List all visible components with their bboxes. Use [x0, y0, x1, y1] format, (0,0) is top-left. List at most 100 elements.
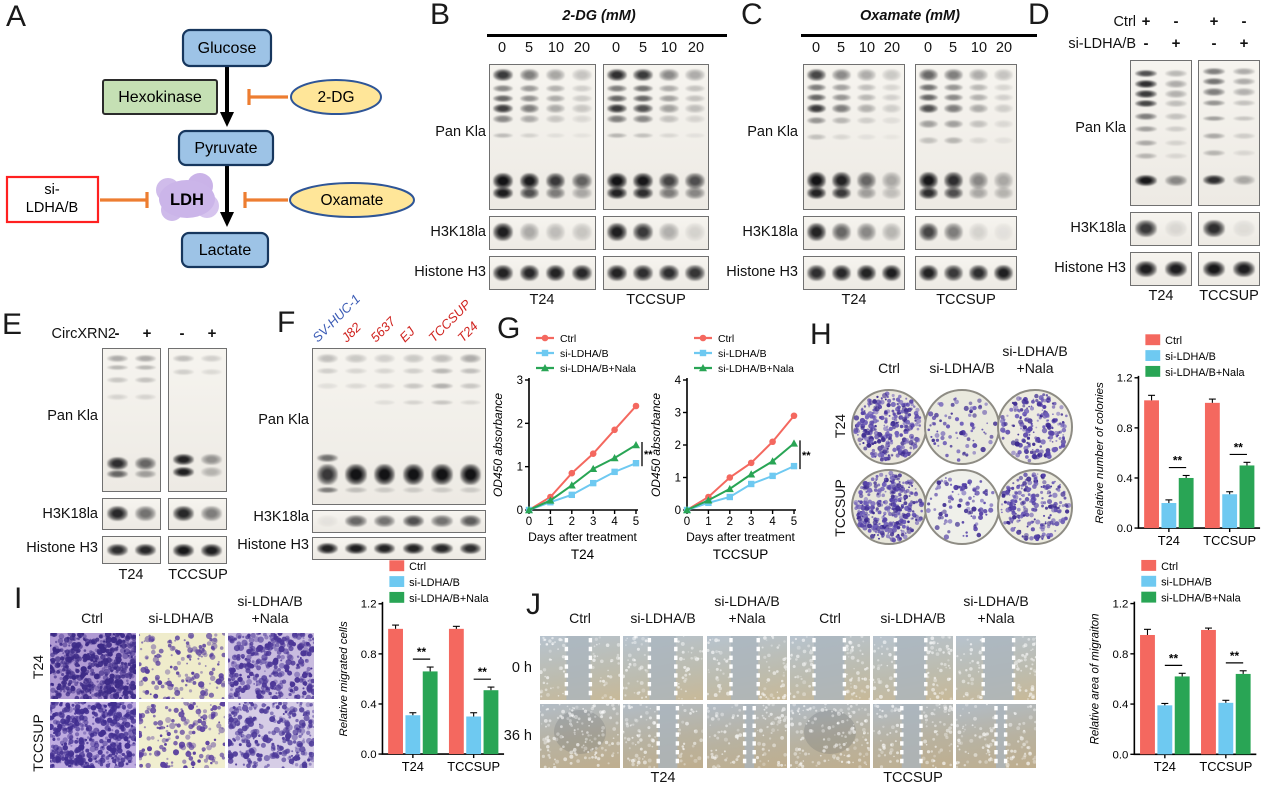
- panel-b-letter: B: [430, 0, 451, 31]
- blot-h3k18la-t24: [102, 498, 161, 530]
- si-ldhab-row-label: si-LDHA/B: [1068, 36, 1136, 52]
- svg-text:TCCSUP: TCCSUP: [713, 547, 769, 562]
- svg-text:0: 0: [675, 505, 681, 517]
- sign: +: [1239, 35, 1249, 52]
- pan-kla-label: Pan Kla: [47, 408, 98, 424]
- blot-pan-kla-t24: [489, 64, 596, 210]
- column-header-si-nala-line2: +Nala: [728, 610, 766, 626]
- dose-label: 10: [547, 40, 565, 56]
- colony-plate-t24-nala: [997, 389, 1073, 465]
- blot-histone-h3-tccsup: [603, 256, 709, 290]
- blot-histone-h3-t24: [489, 256, 596, 290]
- colony-plate-t24-si: [924, 389, 1000, 465]
- timepoint-0h: 0 h: [511, 660, 532, 676]
- h3k18la-label: H3K18la: [253, 509, 309, 525]
- svg-text:0.4: 0.4: [1117, 473, 1133, 485]
- svg-text:0.0: 0.0: [361, 749, 377, 761]
- dose-label: 20: [687, 40, 705, 56]
- si-ldhab-label-line2: LDHA/B: [26, 200, 78, 216]
- cell-line-label: TCCSUP: [1199, 288, 1259, 304]
- panel-a-pathway-diagram: Glucose Hexokinase 2-DG Pyruvate si- LDH…: [5, 28, 415, 269]
- row-label-tccsup: TCCSUP: [832, 479, 848, 537]
- lactate-label: Lactate: [199, 242, 252, 259]
- wound-0h-tccsup-ctrl: [790, 636, 870, 700]
- dose-label: 0: [811, 40, 821, 56]
- svg-text:5: 5: [633, 516, 639, 528]
- wound-0h-tccsup-si: [873, 636, 953, 700]
- dose-label: 0: [497, 40, 507, 56]
- svg-text:TCCSUP: TCCSUP: [1203, 533, 1256, 548]
- column-header-si-nala-line2: +Nala: [977, 610, 1015, 626]
- sign: +: [207, 325, 217, 342]
- column-header-si-nala-line1: si-LDHA/B: [714, 593, 780, 609]
- blot-h3k18la-tccsup: [1198, 212, 1260, 246]
- ctrl-row-label: Ctrl: [1113, 14, 1136, 30]
- svg-text:1.2: 1.2: [361, 599, 377, 611]
- svg-text:Relative number of colonies: Relative number of colonies: [1094, 382, 1106, 524]
- arrow-glucose-pyruvate-head: [220, 112, 234, 127]
- blot-h3k18la-t24: [803, 216, 905, 250]
- transwell-t24-ctrl: [50, 633, 136, 699]
- cell-line-label: T24: [529, 292, 555, 308]
- sign: +: [1171, 35, 1181, 52]
- colony-count-bar-chart: 0.0 0.4 0.8 1.2 Relative number of colonies C…: [1092, 328, 1266, 566]
- column-header-si-nala-line1: si-LDHA/B: [963, 593, 1029, 609]
- sign: +: [142, 325, 152, 342]
- dose-label: 5: [524, 40, 534, 56]
- blot-h3k18la-t24: [1130, 212, 1192, 246]
- blot-pan-kla-tccsup: [1198, 60, 1260, 206]
- svg-text:0.8: 0.8: [1117, 423, 1133, 435]
- column-header-si-ldhab: si-LDHA/B: [148, 610, 214, 626]
- column-header-ctrl: Ctrl: [819, 610, 841, 626]
- blot-h3k18la-tccsup: [168, 498, 227, 530]
- svg-text:0: 0: [526, 516, 532, 528]
- svg-text:2: 2: [675, 440, 681, 452]
- transwell-tccsup-nala: [228, 702, 314, 768]
- svg-text:1: 1: [517, 462, 523, 474]
- proliferation-chart-t24: 0 1 2 3 0 1 2 3 4 5 OD450 absorbance Days after tre…: [491, 326, 656, 564]
- wound-0h-t24-ctrl: [540, 636, 620, 700]
- cell-line-lane-label: J82: [338, 319, 364, 345]
- svg-text:4: 4: [769, 516, 776, 528]
- column-header-ctrl: Ctrl: [81, 610, 103, 626]
- cell-line-label: TCCSUP: [883, 770, 943, 786]
- blot-pan-kla-tccsup: [168, 348, 227, 492]
- blot-histone-h3-tccsup: [1198, 252, 1260, 286]
- svg-text:si-LDHA/B+Nala: si-LDHA/B+Nala: [1161, 593, 1242, 605]
- svg-text:0: 0: [517, 505, 523, 517]
- wound-36h-t24-nala: [707, 704, 787, 768]
- glucose-label: Glucose: [198, 40, 257, 57]
- svg-text:1: 1: [705, 516, 711, 528]
- arrow-pyruvate-lactate-head: [220, 212, 234, 227]
- blot-pan-kla-cell-lines: [312, 348, 486, 505]
- svg-text:1: 1: [675, 473, 681, 485]
- svg-text:0.4: 0.4: [361, 699, 377, 711]
- column-header-si-ldhab: si-LDHA/B: [880, 610, 946, 626]
- svg-text:0.8: 0.8: [361, 649, 377, 661]
- dose-label: 10: [970, 40, 988, 56]
- blot-histone-h3-t24: [102, 536, 161, 564]
- svg-text:TCCSUP: TCCSUP: [1199, 759, 1252, 774]
- si-ldhab-label-line1: si-: [44, 182, 59, 198]
- histone-h3-label: Histone H3: [726, 264, 798, 280]
- svg-text:3: 3: [748, 516, 754, 528]
- cell-line-label: T24: [118, 567, 144, 583]
- pyruvate-label: Pyruvate: [194, 140, 257, 157]
- wound-area-bar-chart: 0.0 0.4 0.8 1.2 Relative area of migraiton Ct…: [1086, 554, 1264, 792]
- svg-text:TCCSUP: TCCSUP: [447, 759, 500, 774]
- pan-kla-label: Pan Kla: [1075, 120, 1126, 136]
- sign: -: [1173, 13, 1179, 30]
- histone-h3-label: Histone H3: [237, 537, 309, 553]
- circxrn2-label: CircXRN2: [51, 326, 116, 342]
- svg-text:0.8: 0.8: [1113, 649, 1129, 661]
- svg-text:OD450 absorbance: OD450 absorbance: [650, 393, 663, 497]
- transwell-t24-nala: [228, 633, 314, 699]
- row-label-tccsup: TCCSUP: [30, 714, 46, 772]
- svg-text:Relative migrated cells: Relative migrated cells: [338, 621, 350, 736]
- dose-label: 20: [573, 40, 591, 56]
- svg-text:si-LDHA/B+Nala: si-LDHA/B+Nala: [1165, 367, 1245, 379]
- wound-36h-tccsup-nala: [956, 704, 1036, 768]
- wound-36h-tccsup-ctrl: [790, 704, 870, 768]
- sign: -: [1241, 13, 1247, 30]
